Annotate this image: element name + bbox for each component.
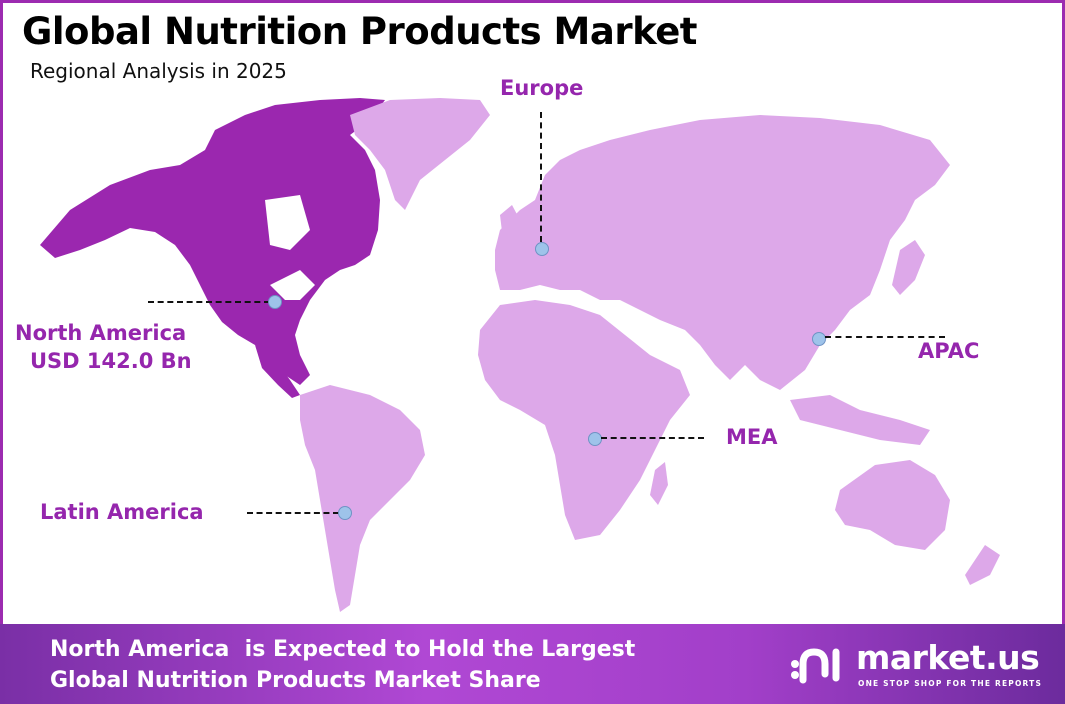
page-title: Global Nutrition Products Market (22, 10, 698, 53)
leader-line-apac (825, 336, 945, 338)
leader-line-north-america (148, 301, 270, 303)
region-japan (892, 240, 925, 295)
label-apac: APAC (918, 339, 980, 363)
leader-line-europe (540, 112, 542, 242)
footer-line-2: Global Nutrition Products Market Share (50, 668, 541, 693)
marker-europe[interactable] (535, 242, 549, 256)
logo-name: market.us (856, 638, 1040, 677)
logo-tagline: ONE STOP SHOP FOR THE REPORTS (858, 679, 1043, 688)
region-europe-asia (495, 115, 950, 390)
label-north-america: North America (15, 321, 187, 345)
footer-headline: North America is Expected to Hold the La… (50, 634, 635, 696)
marker-apac[interactable] (812, 332, 826, 346)
marker-north-america[interactable] (268, 295, 282, 309)
region-greenland (350, 98, 490, 210)
region-latin-america (300, 385, 425, 612)
marker-latin-america[interactable] (338, 506, 352, 520)
region-se-asia (790, 395, 930, 445)
label-latin-america: Latin America (40, 500, 204, 524)
market-us-logo[interactable]: market.us ONE STOP SHOP FOR THE REPORTS (790, 638, 1043, 690)
region-uk (500, 205, 520, 240)
world-map (40, 98, 1000, 612)
logo-mark-icon (791, 648, 840, 684)
region-madagascar (650, 462, 668, 505)
region-new-zealand (965, 545, 1000, 585)
region-africa (478, 300, 690, 540)
region-north-america (40, 98, 385, 398)
label-mea: MEA (726, 425, 778, 449)
leader-line-mea (601, 437, 704, 439)
footer-banner: North America is Expected to Hold the La… (0, 624, 1065, 704)
region-australia (835, 460, 950, 550)
value-north-america: USD 142.0 Bn (30, 349, 192, 373)
label-europe: Europe (500, 76, 584, 100)
footer-line-1: North America is Expected to Hold the La… (50, 637, 636, 662)
page-subtitle: Regional Analysis in 2025 (30, 59, 287, 83)
marker-mea[interactable] (588, 432, 602, 446)
leader-line-latin-america (247, 512, 339, 514)
